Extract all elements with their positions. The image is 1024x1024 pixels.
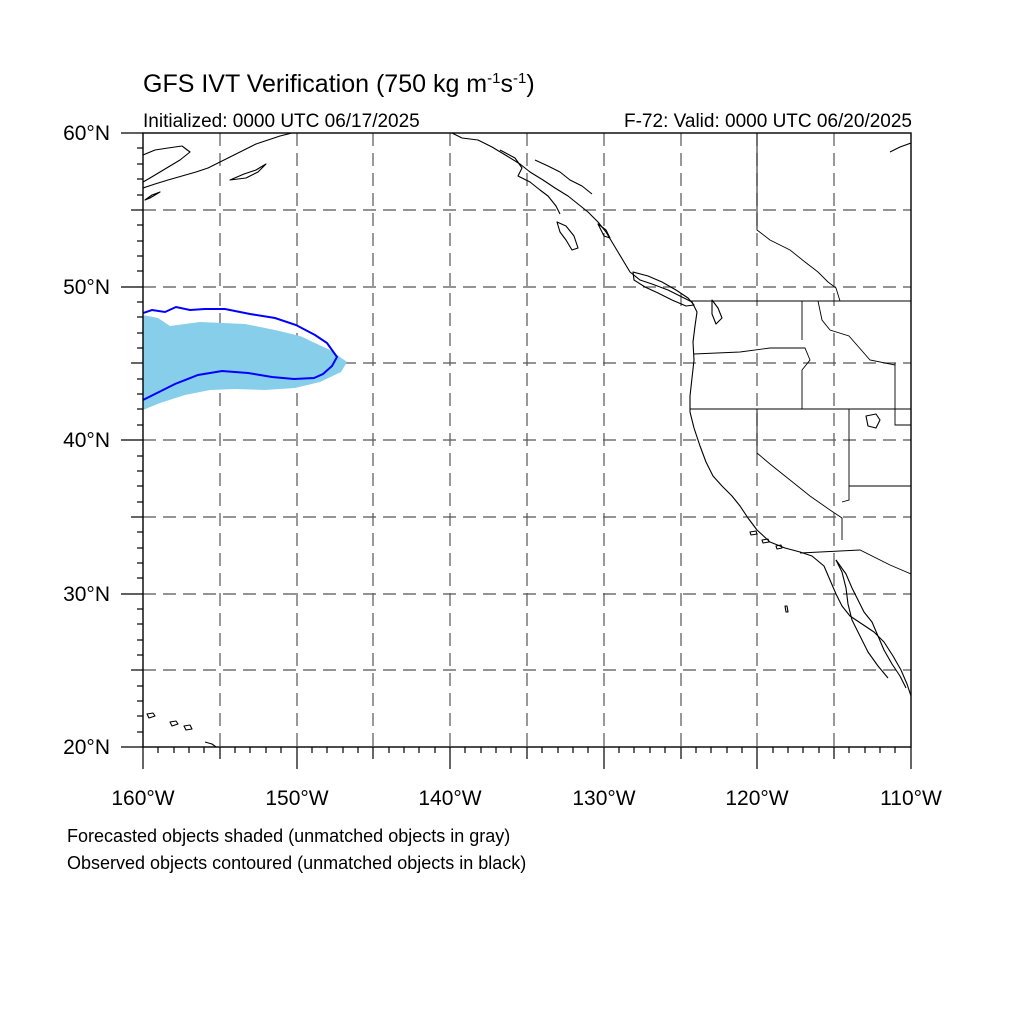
forecast-note: Forecasted objects shaded (unmatched obj… (67, 826, 511, 846)
lat-label-40n: 40°N (63, 429, 110, 452)
lat-label-50n: 50°N (63, 276, 110, 299)
lon-label-130w: 130°W (572, 787, 636, 810)
tick-marks (121, 132, 912, 769)
initialized-time: Initialized: 0000 UTC 06/17/2025 (143, 111, 420, 132)
valid-time: F-72: Valid: 0000 UTC 06/20/2025 (624, 111, 912, 132)
grid-lines (143, 133, 911, 747)
map-title: GFS IVT Verification (750 kg m-1s-1) (143, 70, 535, 98)
lon-label-120w: 120°W (725, 787, 789, 810)
lon-label-110w: 110°W (880, 787, 942, 810)
observed-note: Observed objects contoured (unmatched ob… (67, 853, 527, 873)
political-boundaries (690, 133, 911, 575)
lon-label-160w: 160°W (111, 787, 175, 810)
observed-contour (143, 305, 339, 401)
lon-label-150w: 150°W (265, 787, 329, 810)
lat-label-60n: 60°N (63, 122, 110, 145)
lon-label-140w: 140°W (418, 787, 482, 810)
forecast-object (143, 315, 347, 410)
lat-label-30n: 30°N (63, 583, 110, 606)
lat-label-20n: 20°N (63, 736, 110, 759)
coastlines (143, 133, 911, 747)
